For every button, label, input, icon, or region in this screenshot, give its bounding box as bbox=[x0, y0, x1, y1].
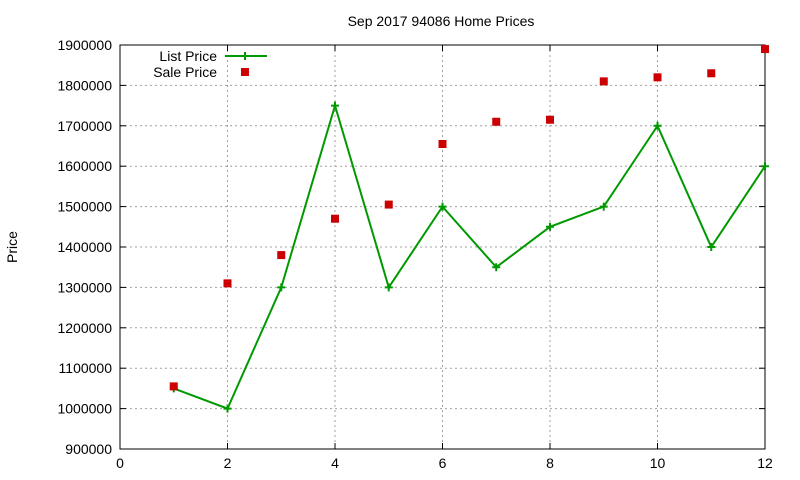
chart-title: Sep 2017 94086 Home Prices bbox=[348, 13, 535, 29]
grid bbox=[120, 45, 765, 449]
x-tick-label: 0 bbox=[116, 455, 124, 471]
list-price-point bbox=[438, 202, 447, 211]
sale-price-point bbox=[761, 45, 769, 54]
plot-frame bbox=[119, 44, 766, 450]
y-tick-label: 1000000 bbox=[57, 401, 112, 417]
y-tick-label: 1800000 bbox=[57, 77, 112, 93]
sale-price-point bbox=[277, 251, 286, 260]
y-tick-label: 1100000 bbox=[59, 360, 113, 376]
list-price-point bbox=[707, 243, 716, 251]
y-tick-label: 1700000 bbox=[57, 118, 112, 134]
y-axis-label: Price bbox=[4, 231, 20, 263]
list-price-point bbox=[384, 283, 393, 292]
series-layer bbox=[169, 45, 769, 413]
list-price-point bbox=[331, 101, 339, 110]
sale-price-point bbox=[599, 77, 608, 86]
y-tick-label: 1400000 bbox=[57, 239, 112, 255]
sale-price-point bbox=[707, 69, 716, 78]
y-tick-label: 1900000 bbox=[57, 37, 112, 53]
list-price-point bbox=[599, 202, 608, 211]
list-price-point bbox=[223, 404, 232, 413]
y-tick-label: 900000 bbox=[65, 441, 112, 457]
x-tick-label: 2 bbox=[224, 455, 232, 471]
list-price-point bbox=[653, 121, 662, 130]
sale-price-point bbox=[331, 214, 339, 223]
x-tick-label: 4 bbox=[331, 455, 339, 471]
x-tick-label: 12 bbox=[757, 455, 773, 471]
legend-label: List Price bbox=[159, 48, 217, 64]
legend-swatch-marker bbox=[241, 68, 249, 76]
sale-price-point bbox=[438, 139, 447, 148]
sale-price-point bbox=[546, 115, 554, 124]
y-tick-label: 1300000 bbox=[57, 279, 112, 295]
y-tick-label: 1600000 bbox=[57, 158, 112, 174]
y-tick-label: 1200000 bbox=[57, 320, 112, 336]
list-price-line bbox=[173, 102, 766, 410]
list-price-point bbox=[492, 263, 501, 272]
sale-price-point bbox=[492, 117, 501, 126]
x-tick-label: 8 bbox=[546, 455, 554, 471]
sale-price-point bbox=[384, 200, 393, 209]
legend-swatch-marker bbox=[241, 52, 249, 60]
sale-price-point bbox=[653, 73, 662, 82]
sale-price-point bbox=[223, 279, 232, 288]
x-tick-label: 10 bbox=[650, 455, 666, 471]
axis-ticks: 900000 1000000 1100000 1200000 1300000 140000… bbox=[57, 37, 773, 471]
x-tick-label: 6 bbox=[439, 455, 447, 471]
list-price-point bbox=[761, 162, 769, 171]
list-price-point bbox=[546, 222, 554, 231]
list-price-point bbox=[277, 283, 286, 292]
sale-price-point bbox=[169, 382, 178, 391]
y-tick-label: 1500000 bbox=[57, 199, 112, 215]
legend-label: Sale Price bbox=[153, 64, 217, 80]
